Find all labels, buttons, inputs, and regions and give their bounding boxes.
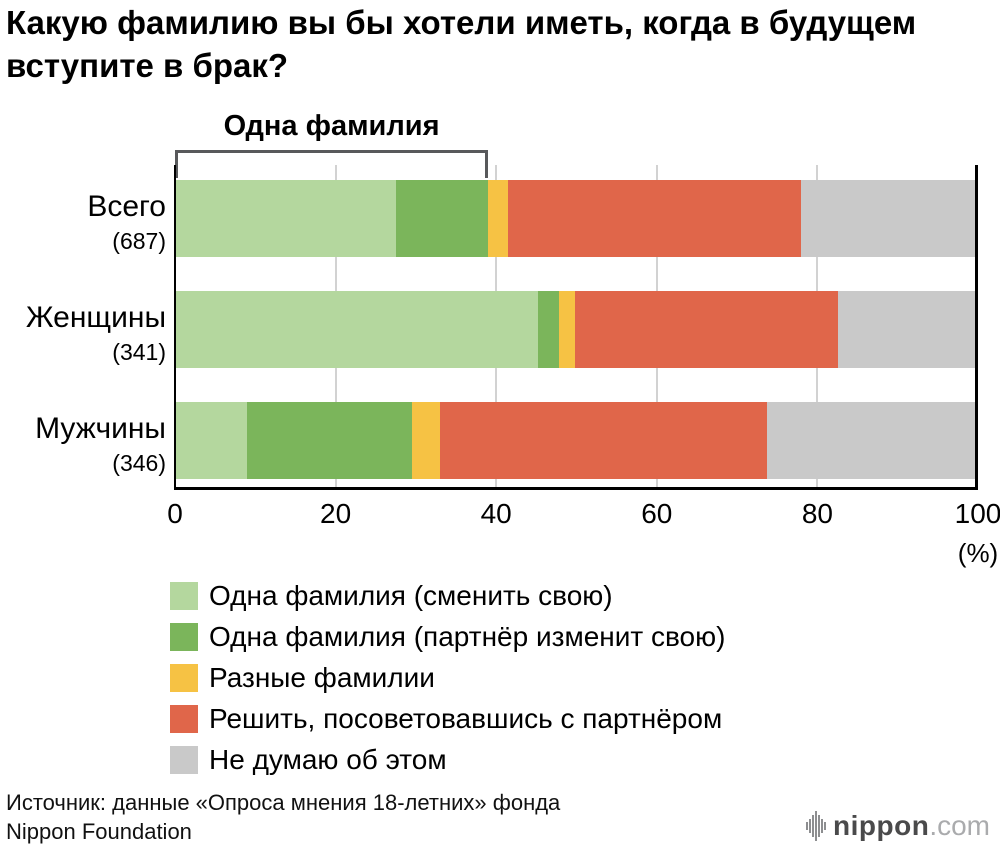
- legend-swatch: [170, 705, 198, 733]
- category-count: (341): [112, 338, 166, 365]
- category-name: Мужчины: [35, 412, 166, 445]
- bar-segment: [175, 291, 538, 368]
- bar-segment: [766, 402, 978, 479]
- category-count: (687): [112, 227, 166, 254]
- bracket: [175, 150, 489, 178]
- legend-swatch: [170, 664, 198, 692]
- legend-item: Разные фамилии: [170, 662, 725, 694]
- page-title: Какую фамилию вы бы хотели иметь, когда …: [6, 4, 917, 84]
- bar-segment: [558, 291, 575, 368]
- nippon-logo: nippon .com: [806, 810, 990, 842]
- bar-segment: [801, 180, 978, 257]
- bar-segment: [838, 291, 978, 368]
- category-name: Женщины: [25, 301, 166, 334]
- legend-label: Решить, посоветовавшись с партнёром: [209, 703, 723, 734]
- x-axis-tick-label: 40: [480, 498, 512, 529]
- bar-segment: [247, 402, 412, 479]
- source-line-2: Nippon Foundation: [6, 819, 192, 845]
- legend-label: Не думаю об этом: [209, 744, 447, 775]
- legend-item: Решить, посоветовавшись с партнёром: [170, 703, 725, 735]
- category-label: Женщины (341): [0, 301, 166, 366]
- legend-label: Одна фамилия (партнёр изменит свою): [209, 621, 726, 652]
- logo-tld: .com: [929, 810, 990, 841]
- category-count: (346): [112, 449, 166, 476]
- legend-item: Одна фамилия (партнёр изменит свою): [170, 621, 725, 653]
- x-axis-tick-label: 20: [320, 498, 352, 529]
- bar-segment: [439, 402, 767, 479]
- source-note: Источник: данные «Опроса мнения 18-летни…: [6, 788, 560, 846]
- bar-row-1: [175, 180, 978, 257]
- legend-label: Разные фамилии: [209, 662, 435, 693]
- category-label: Мужчины (346): [0, 412, 166, 477]
- x-axis-tick-label: 0: [167, 498, 183, 529]
- bar-segment: [537, 291, 559, 368]
- legend-swatch: [170, 582, 198, 610]
- axis-line-left: [174, 165, 176, 490]
- bar-segment: [574, 291, 839, 368]
- bar-segment: [175, 402, 248, 479]
- legend-swatch: [170, 623, 198, 651]
- axis-line-right: [975, 165, 978, 490]
- legend: Одна фамилия (сменить свою) Одна фамилия …: [170, 580, 725, 785]
- bar-segment: [175, 180, 396, 257]
- x-axis-line: [175, 487, 978, 490]
- x-axis-tick-label: 60: [641, 498, 673, 529]
- category-label: Всего (687): [0, 190, 166, 255]
- bar-row-2: [175, 291, 978, 368]
- legend-label: Одна фамилия (сменить свою): [209, 580, 613, 611]
- axis-unit-label: (%): [957, 538, 999, 568]
- x-axis-tick-label: 80: [801, 498, 833, 529]
- bar-segment: [395, 180, 489, 257]
- plot-area: [174, 165, 978, 490]
- source-line-1: Источник: данные «Опроса мнения 18-летни…: [6, 790, 561, 815]
- legend-item: Одна фамилия (сменить свою): [170, 580, 725, 612]
- bar-segment: [488, 180, 509, 257]
- x-axis-tick-label: 100: [954, 498, 1000, 529]
- legend-swatch: [170, 746, 198, 774]
- logo-brand: nippon: [833, 810, 930, 841]
- legend-item: Не думаю об этом: [170, 744, 725, 776]
- category-name: Всего: [87, 190, 166, 223]
- bracket-label: Одна фамилия: [223, 110, 440, 142]
- bar-row-3: [175, 402, 978, 479]
- nippon-logo-icon: [806, 811, 827, 841]
- bar-segment: [411, 402, 440, 479]
- bar-segment: [508, 180, 802, 257]
